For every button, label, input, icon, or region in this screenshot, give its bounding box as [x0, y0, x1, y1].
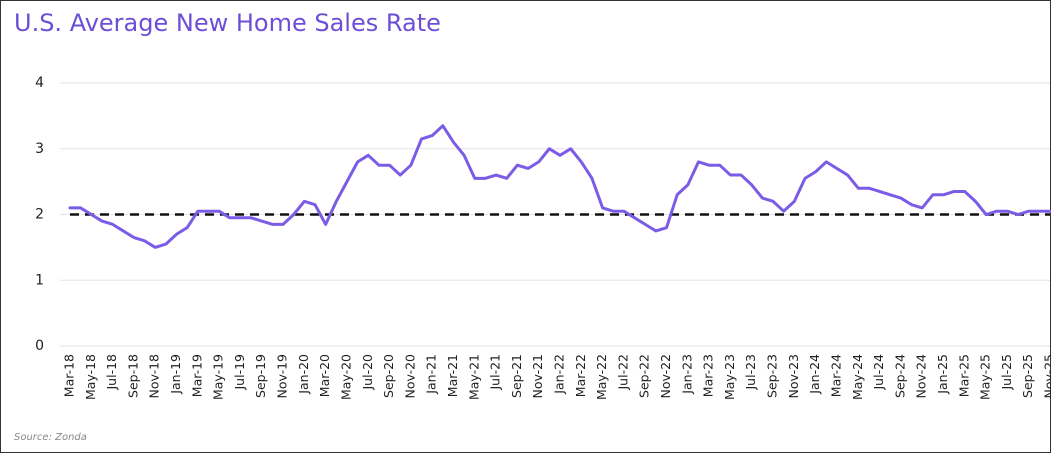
x-tick-label: Nov-25	[1042, 354, 1051, 398]
x-tick-label: Jul-18	[104, 354, 119, 391]
x-tick-label: Jul-20	[360, 354, 375, 391]
x-tick-label: Mar-23	[701, 354, 716, 397]
x-tick-label: Sep-22	[637, 354, 652, 398]
x-tick-label: Jan-24	[807, 354, 822, 395]
x-tick-label: May-22	[594, 354, 609, 400]
x-tick-label: Jul-22	[615, 354, 630, 391]
x-tick-label: May-20	[338, 354, 353, 400]
x-tick-label: May-21	[466, 354, 481, 400]
y-tick-label: 4	[35, 75, 44, 91]
y-tick-label: 2	[35, 207, 44, 223]
x-tick-label: May-23	[722, 354, 737, 400]
x-tick-label: May-25	[978, 354, 993, 400]
x-tick-label: Sep-24	[892, 354, 907, 398]
x-tick-label: May-18	[83, 354, 98, 400]
x-tick-label: Nov-19	[275, 354, 290, 399]
x-tick-label: Mar-21	[445, 354, 460, 397]
x-tick-label: Sep-18	[125, 354, 140, 398]
y-tick-label: 0	[35, 338, 44, 354]
y-tick-label: 1	[35, 272, 44, 288]
x-tick-label: Sep-21	[509, 354, 524, 398]
x-tick-label: Jul-21	[488, 354, 503, 391]
x-tick-label: Sep-20	[381, 354, 396, 398]
source: Source: Zonda	[14, 432, 87, 443]
x-tick-label: Jan-23	[679, 354, 694, 395]
x-tick-label: Nov-21	[530, 354, 545, 398]
x-tick-label: Nov-20	[402, 354, 417, 399]
chart-title: U.S. Average New Home Sales Rate	[14, 9, 441, 37]
x-tick-label: Sep-23	[765, 354, 780, 398]
x-tick-label: Nov-18	[147, 354, 162, 399]
x-tick-label: Jul-25	[999, 354, 1014, 391]
x-tick-label: Mar-18	[62, 354, 77, 397]
series-line	[68, 124, 1051, 249]
x-tick-label: Sep-19	[253, 354, 268, 398]
x-tick-label: Jul-24	[871, 354, 886, 391]
y-tick-label: 3	[35, 141, 44, 157]
x-tick-label: Jan-19	[168, 354, 183, 395]
x-tick-label: Mar-22	[573, 354, 588, 397]
x-tick-label: Sep-25	[1020, 354, 1035, 398]
x-tick-label: Mar-24	[828, 354, 843, 397]
x-tick-label: Jan-25	[935, 354, 950, 395]
x-tick-label: Mar-19	[189, 354, 204, 397]
x-tick-label: Jan-22	[552, 354, 567, 395]
x-tick-label: May-19	[211, 354, 226, 400]
x-tick-label: May-24	[850, 354, 865, 400]
x-tick-label: Jul-19	[232, 354, 247, 391]
x-tick-label: Jan-20	[296, 354, 311, 395]
x-tick-label: Jan-21	[424, 354, 439, 395]
x-tick-label: Mar-20	[317, 354, 332, 397]
x-tick-label: Nov-24	[914, 354, 929, 399]
x-tick-label: Jul-23	[743, 354, 758, 391]
x-tick-label: Nov-22	[658, 354, 673, 398]
x-tick-label: Nov-23	[786, 354, 801, 398]
x-tick-label: Mar-25	[956, 354, 971, 397]
